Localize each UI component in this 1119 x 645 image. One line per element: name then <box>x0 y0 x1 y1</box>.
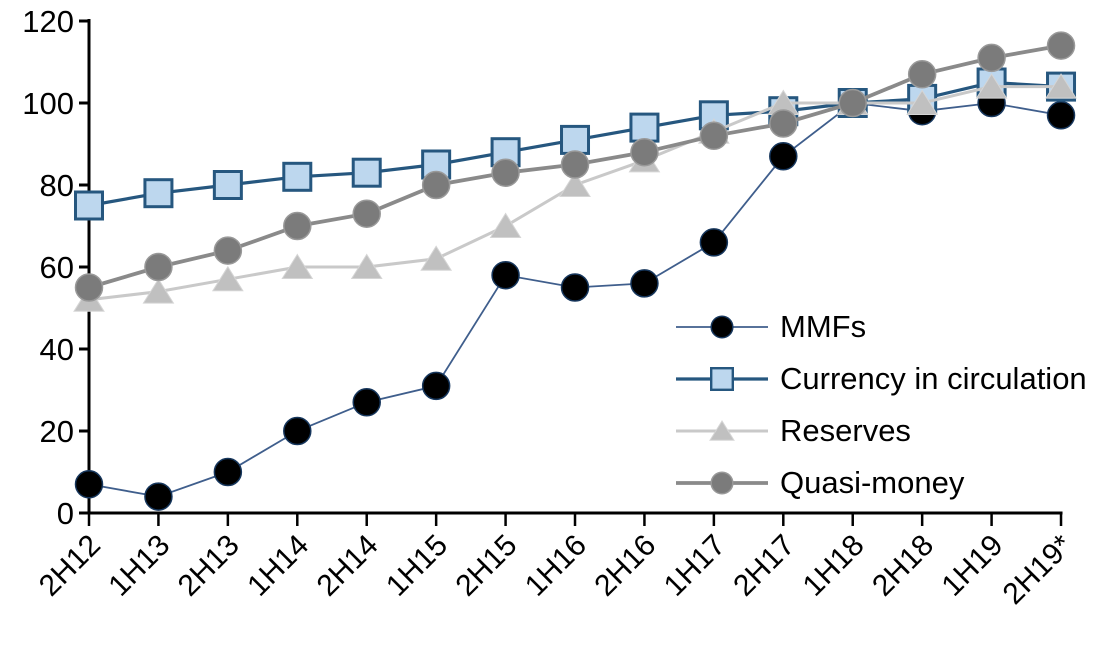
chart-legend: MMFs Currency in circulation Reserves Quasi… <box>676 301 1087 509</box>
legend-item-quasi-money[interactable]: Quasi-money <box>676 457 1087 509</box>
quasi-money-marker <box>977 43 1006 73</box>
legend-item-reserves[interactable]: Reserves <box>676 405 1087 457</box>
x-tick-label: 1H19 <box>935 529 1009 603</box>
legend-marker-mmfs <box>676 315 768 339</box>
y-axis-labels: 0 20 40 60 80 100 120 <box>22 4 74 531</box>
mmfs-marker <box>213 457 243 487</box>
quasi-money-marker <box>1046 31 1076 60</box>
reserves-marker <box>142 278 175 304</box>
y-tick-label: 0 <box>57 496 74 531</box>
quasi-money-marker <box>283 211 312 241</box>
quasi-money-marker <box>213 236 243 265</box>
x-tick-label: 2H17 <box>727 529 801 603</box>
x-tick-label: 1H16 <box>519 529 593 603</box>
x-tick-label: 1H15 <box>380 529 454 603</box>
y-tick-label: 40 <box>40 332 74 367</box>
mmfs-marker <box>144 482 173 511</box>
x-tick-label: 2H16 <box>588 529 662 603</box>
reserves-marker <box>1045 73 1077 99</box>
x-axis-labels: 2H121H132H131H142H141H152H151H162H161H17… <box>33 528 1079 611</box>
quasi-money-marker <box>491 158 520 187</box>
legend-marker-quasi-money <box>676 471 768 495</box>
quasi-money-marker <box>769 109 798 138</box>
currency-in-circulation-marker <box>560 124 591 155</box>
reserves-marker <box>906 89 939 115</box>
mmfs-marker <box>352 388 381 417</box>
mmfs-marker <box>560 273 590 302</box>
currency-in-circulation-marker <box>629 112 660 143</box>
x-tick-label: 2H12 <box>33 529 107 603</box>
y-tick-label: 120 <box>22 4 74 39</box>
mmfs-marker <box>699 228 729 257</box>
currency-in-circulation-marker <box>710 366 735 392</box>
mmfs-marker <box>421 371 451 401</box>
currency-in-circulation-marker <box>143 178 174 209</box>
quasi-money-marker <box>710 471 734 495</box>
legend-item-currency-in-circulation[interactable]: Currency in circulation <box>676 353 1087 405</box>
currency-in-circulation-marker <box>212 170 243 200</box>
quasi-money-marker <box>352 199 381 228</box>
x-tick-label: 2H14 <box>311 529 385 603</box>
currency-in-circulation-marker <box>282 161 313 192</box>
legend-item-mmfs[interactable]: MMFs <box>676 301 1087 353</box>
reserves-marker <box>709 420 735 441</box>
mmfs-marker <box>491 260 520 290</box>
y-axis-ticks <box>79 19 89 515</box>
x-axis-ticks <box>87 513 1063 526</box>
mmfs-marker <box>283 416 312 446</box>
x-tick-label: 2H18 <box>866 529 940 603</box>
mmfs-marker <box>710 315 734 339</box>
y-tick-label: 80 <box>40 168 74 203</box>
reserves-marker <box>281 253 314 279</box>
x-tick-label: 2H13 <box>172 529 246 603</box>
reserves-marker <box>420 245 453 271</box>
quasi-money-marker <box>699 121 729 151</box>
reserves-marker <box>559 171 591 197</box>
currency-in-circulation-marker <box>74 190 104 221</box>
legend-label-quasi-money: Quasi-money <box>780 465 965 500</box>
reserves-marker <box>211 265 244 292</box>
reserves-marker <box>350 253 383 279</box>
y-tick-label: 20 <box>40 414 74 449</box>
legend-marker-reserves <box>676 420 768 441</box>
x-tick-label: 1H14 <box>241 529 315 603</box>
x-tick-label: 1H13 <box>102 529 176 603</box>
quasi-money-marker <box>560 150 590 179</box>
quasi-money-marker <box>630 137 659 167</box>
legend-marker-currency-in-circulation <box>676 366 768 392</box>
x-tick-label: 2H15 <box>449 529 523 603</box>
quasi-money-marker <box>907 60 937 89</box>
quasi-money-marker <box>421 170 451 200</box>
reserves-marker <box>975 73 1008 99</box>
series-quasi-money <box>74 31 1076 302</box>
y-tick-label: 60 <box>40 250 74 285</box>
legend-label-currency-in-circulation: Currency in circulation <box>780 361 1087 396</box>
x-tick-label: 1H17 <box>658 529 732 603</box>
mmfs-marker <box>630 269 659 298</box>
currency-in-circulation-marker <box>351 157 382 188</box>
reserves-marker <box>489 212 522 238</box>
quasi-money-marker <box>838 88 867 118</box>
x-tick-label: 1H18 <box>797 529 871 603</box>
y-tick-label: 100 <box>22 86 74 121</box>
quasi-money-marker <box>144 252 173 282</box>
mmfs-marker <box>1046 101 1076 130</box>
legend-label-reserves: Reserves <box>780 413 911 448</box>
quasi-money-marker <box>74 273 104 302</box>
x-tick-label: 2H19* <box>997 528 1080 611</box>
mmfs-marker <box>74 470 104 499</box>
mmfs-marker <box>769 142 798 171</box>
currency-in-circulation-marker <box>490 137 521 168</box>
legend-label-mmfs: MMFs <box>780 309 867 344</box>
